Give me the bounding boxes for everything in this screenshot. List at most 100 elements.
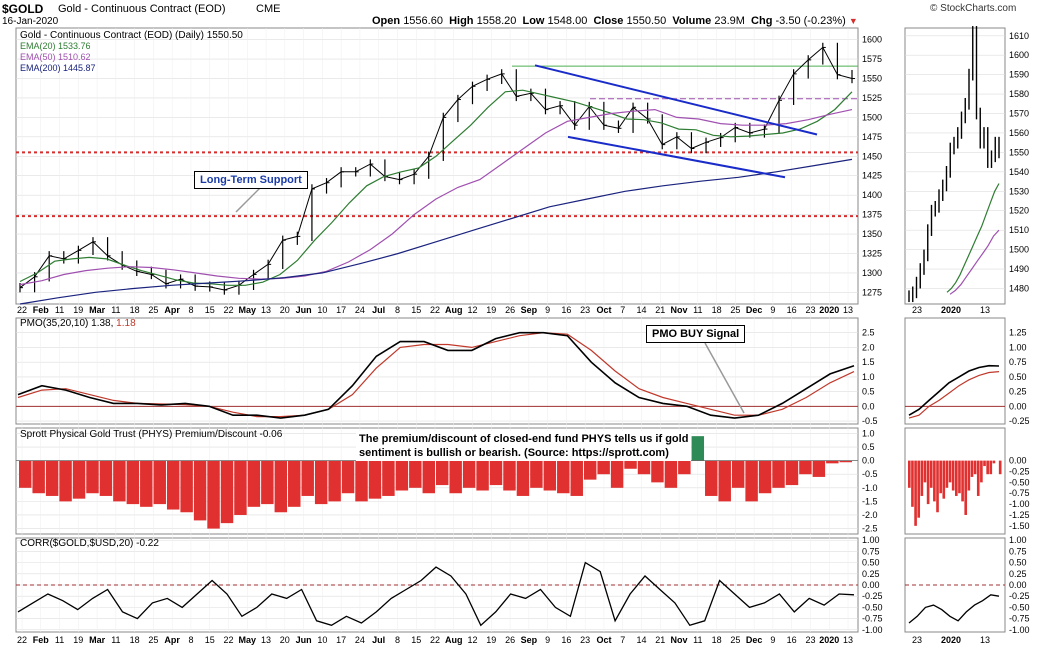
x-tick-top: 9 [545, 305, 550, 315]
x-tick-top: 25 [730, 305, 740, 315]
inset-corr-y-tick: 0.25 [1009, 569, 1027, 579]
x-tick-top: 9 [770, 305, 775, 315]
x-tick-bottom: 22 [223, 635, 233, 645]
inset-price-y-tick: 1510 [1009, 225, 1029, 235]
pmo-y-tick: 0.0 [862, 401, 875, 411]
phys-note-line1: The premium/discount of closed-end fund … [359, 433, 689, 445]
phys-bar [812, 460, 826, 477]
inset-x-tick-bottom: 2020 [941, 635, 961, 645]
upper-trendline [534, 64, 818, 136]
corr-y-tick: 0.25 [862, 569, 880, 579]
ema200-legend: EMA(200) 1445.87 [20, 63, 96, 73]
inset-phys-bar [923, 460, 927, 483]
inset-phys-bar [955, 460, 958, 496]
phys-bar [261, 460, 274, 505]
inset-phys-bar [986, 460, 989, 475]
phys-bar [368, 460, 382, 499]
long-term-support-callout: Long-Term Support [194, 171, 308, 189]
x-tick-bottom: 11 [111, 635, 120, 645]
phys-bar [731, 460, 745, 488]
inset-pmo-y-tick: 0.00 [1009, 401, 1027, 411]
x-tick-bottom: 19 [73, 635, 83, 645]
inset-phys-bar [964, 460, 968, 515]
inset-phys-bar [967, 460, 971, 491]
x-tick-top: 11 [693, 305, 702, 315]
x-tick-bottom: May [239, 635, 257, 645]
ema20-line [19, 89, 853, 286]
phys-bar [19, 460, 32, 488]
corr-y-tick: -1.00 [862, 625, 883, 635]
x-tick-top: 23 [580, 305, 590, 315]
phys-bar [234, 460, 247, 515]
inset-price-y-tick: 1580 [1009, 89, 1029, 99]
inset-phys-bar [958, 460, 961, 494]
inset-phys-y-tick: -1.00 [1009, 499, 1030, 509]
corr-y-tick: 0.00 [862, 580, 880, 590]
price-y-tick: 1350 [862, 229, 882, 239]
high-value: 1558.20 [476, 15, 517, 27]
x-tick-bottom: 15 [411, 635, 421, 645]
phys-bar [516, 460, 530, 496]
inset-phys-y-tick: -0.25 [1009, 466, 1030, 476]
price-y-tick: 1275 [862, 287, 882, 297]
phys-bar [583, 460, 597, 480]
phys-bar [758, 460, 772, 494]
x-tick-top: Nov [671, 305, 688, 315]
x-tick-top: 15 [411, 305, 421, 315]
close-value: 1550.50 [626, 15, 667, 27]
inset-price-y-tick: 1480 [1009, 283, 1029, 293]
x-tick-bottom: Feb [33, 635, 50, 645]
change-label: Chg [751, 15, 773, 27]
phys-bar [59, 460, 72, 502]
inset-corr-y-tick: 0.00 [1009, 580, 1027, 590]
inset-phys-bar [945, 460, 949, 488]
phys-bar [341, 460, 355, 494]
x-tick-top: Mar [89, 305, 106, 315]
inset-price-y-tick: 1500 [1009, 245, 1029, 255]
phys-bar [570, 460, 583, 496]
x-tick-top: 12 [468, 305, 478, 315]
phys-y-tick: 0.5 [862, 442, 875, 452]
x-tick-bottom: 11 [55, 635, 64, 645]
close-label: Close [593, 15, 624, 27]
price-y-tick: 1375 [862, 210, 882, 220]
x-tick-bottom: 16 [561, 635, 571, 645]
inset-pmo-y-tick: 0.50 [1009, 372, 1027, 382]
x-tick-bottom: 22 [430, 635, 440, 645]
x-tick-top: 10 [317, 305, 327, 315]
x-tick-bottom: 22 [17, 635, 27, 645]
phys-bar [826, 460, 839, 464]
phys-bar [113, 460, 126, 502]
phys-bar [99, 460, 113, 496]
inset-ema20-line [946, 183, 1000, 293]
inset-phys-bar [973, 460, 977, 475]
inset-x-tick-top: 23 [912, 305, 922, 315]
corr-y-tick: -0.75 [862, 614, 883, 624]
price-y-tick: 1550 [862, 74, 882, 84]
phys-bar [557, 460, 570, 494]
x-tick-bottom: 23 [805, 635, 815, 645]
date-label: 16-Jan-2020 [2, 16, 59, 27]
x-tick-top: Oct [596, 305, 611, 315]
inset-phys-bar [926, 460, 930, 505]
x-tick-bottom: Jun [296, 635, 312, 645]
phys-note: The premium/discount of closed-end fund … [356, 431, 692, 461]
x-tick-bottom: Aug [445, 635, 463, 645]
phys-y-tick: -1.0 [862, 483, 878, 493]
x-tick-top: 20 [280, 305, 290, 315]
x-tick-bottom: Apr [164, 635, 180, 645]
low-value: 1548.00 [547, 15, 588, 27]
x-tick-top: 11 [55, 305, 64, 315]
x-tick-top: 26 [505, 305, 515, 315]
pmo-y-tick: 0.5 [862, 387, 875, 397]
inset-phys-bar [942, 460, 946, 499]
inset-price-y-tick: 1590 [1009, 70, 1029, 80]
x-tick-bottom: 10 [317, 635, 327, 645]
phys-bar [32, 460, 45, 494]
phys-y-tick: 1.0 [862, 428, 875, 438]
x-tick-top: 25 [148, 305, 158, 315]
inset-corr-y-tick: -1.00 [1009, 625, 1030, 635]
x-tick-bottom: 12 [468, 635, 478, 645]
phys-bar [799, 460, 812, 475]
low-label: Low [522, 15, 545, 27]
